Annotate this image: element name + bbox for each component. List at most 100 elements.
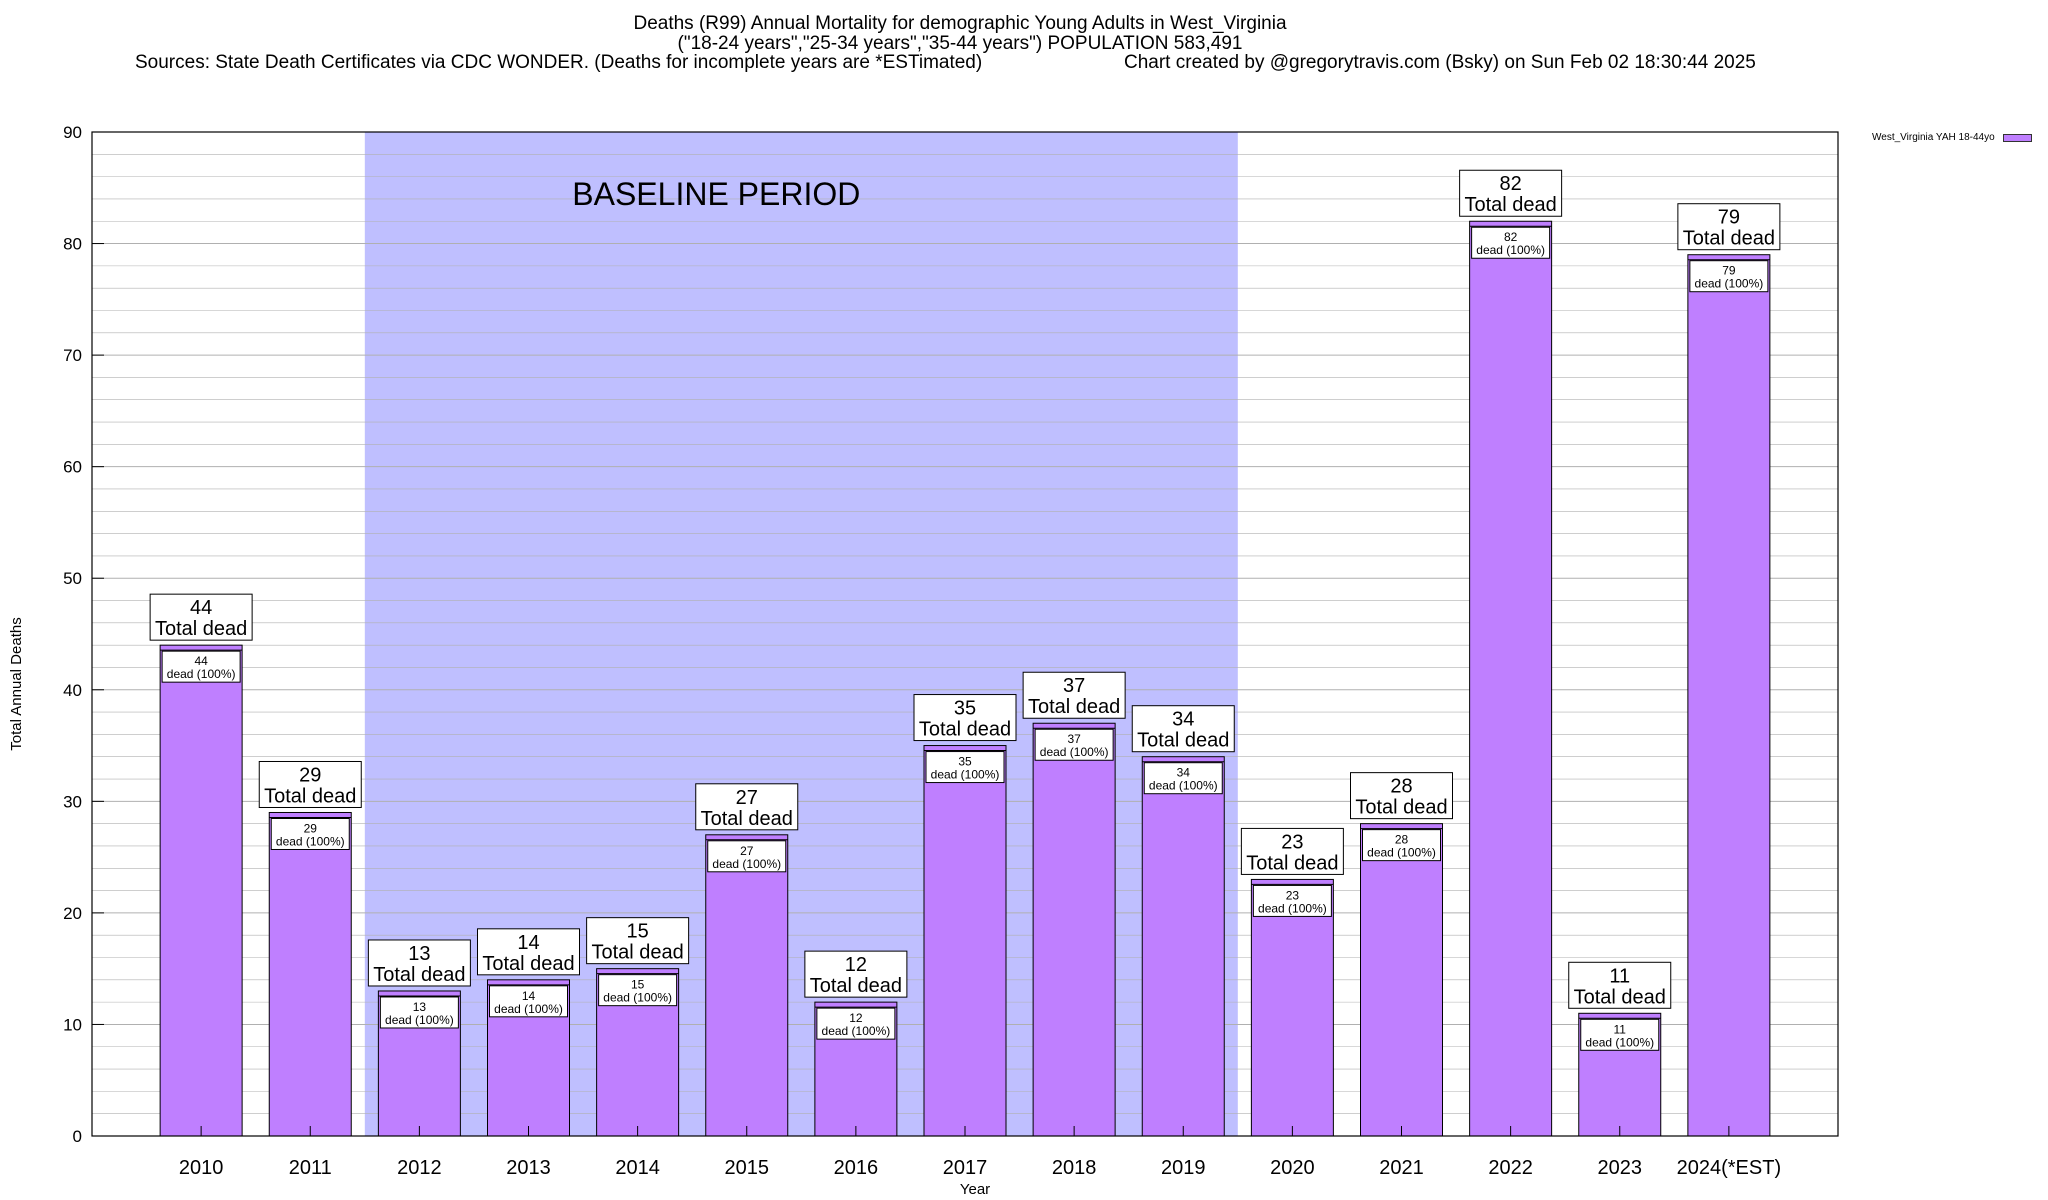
total-dead-label: Total dead xyxy=(810,975,902,997)
x-tick-label: 2012 xyxy=(397,1157,442,1179)
bar xyxy=(923,745,1007,1137)
chart-title-line-2: ("18-24 years","25-34 years","35-44 year… xyxy=(677,33,1243,54)
total-label-box xyxy=(1568,961,1672,1009)
total-value-label: 13 xyxy=(408,943,430,965)
inner-percent-label: dead (100%) xyxy=(931,768,1000,782)
inner-label-box xyxy=(489,985,568,1018)
total-dead-label: Total dead xyxy=(591,942,683,964)
inner-value-label: 79 xyxy=(1722,264,1736,278)
baseline-period-label: BASELINE PERIOD xyxy=(572,176,860,212)
x-tick-label: 2024(*EST) xyxy=(1677,1157,1782,1179)
total-label-box xyxy=(695,783,799,831)
bar xyxy=(159,644,243,1137)
inner-value-label: 29 xyxy=(304,821,318,835)
y-tick-label: 90 xyxy=(63,123,82,142)
inner-value-label: 44 xyxy=(194,654,208,668)
total-label-box xyxy=(149,593,253,641)
inner-percent-label: dead (100%) xyxy=(385,1013,454,1027)
total-label-box xyxy=(1677,203,1781,251)
inner-label-box xyxy=(161,650,241,683)
inner-percent-label: dead (100%) xyxy=(276,834,345,848)
x-tick-label: 2017 xyxy=(943,1157,988,1179)
inner-percent-label: dead (100%) xyxy=(1695,277,1764,291)
inner-percent-label: dead (100%) xyxy=(1149,779,1218,793)
inner-value-label: 12 xyxy=(849,1011,863,1025)
inner-label-box xyxy=(270,817,350,850)
chart-credit-note: Chart created by @gregorytravis.com (Bsk… xyxy=(1124,52,1756,73)
bar xyxy=(1360,823,1443,1137)
x-tick-label: 2014 xyxy=(615,1157,660,1179)
inner-label-box xyxy=(379,996,459,1029)
total-value-label: 23 xyxy=(1281,831,1303,853)
total-label-box xyxy=(477,928,580,976)
chart-title-line-1: Deaths (R99) Annual Mortality for demogr… xyxy=(633,13,1287,34)
inner-percent-label: dead (100%) xyxy=(1258,901,1327,915)
total-value-label: 28 xyxy=(1390,776,1412,798)
x-tick-label: 2023 xyxy=(1598,1157,1643,1179)
bar xyxy=(1250,878,1334,1137)
x-tick-label: 2013 xyxy=(506,1157,551,1179)
inner-value-label: 23 xyxy=(1286,888,1300,902)
bar xyxy=(1141,756,1225,1137)
inner-label-box xyxy=(707,840,787,873)
y-tick-label: 50 xyxy=(63,569,82,588)
total-dead-label: Total dead xyxy=(155,618,247,640)
x-tick-label: 2011 xyxy=(289,1157,332,1179)
inner-percent-label: dead (100%) xyxy=(712,857,781,871)
total-label-box xyxy=(367,939,471,987)
inner-label-box xyxy=(598,974,678,1007)
x-axis-title: Year xyxy=(960,1181,990,1198)
total-value-label: 37 xyxy=(1063,675,1085,697)
inner-label-box xyxy=(1252,884,1332,917)
total-dead-label: Total dead xyxy=(264,785,356,807)
bar xyxy=(1687,254,1771,1137)
total-value-label: 11 xyxy=(1609,965,1630,987)
inner-value-label: 13 xyxy=(413,1000,427,1014)
total-dead-label: Total dead xyxy=(1028,696,1120,718)
inner-value-label: 35 xyxy=(958,755,972,769)
inner-percent-label: dead (100%) xyxy=(822,1024,891,1038)
y-tick-label: 10 xyxy=(63,1015,82,1034)
inner-value-label: 82 xyxy=(1504,230,1518,244)
y-tick-label: 20 xyxy=(63,904,82,923)
inner-value-label: 28 xyxy=(1395,833,1409,847)
inner-value-label: 11 xyxy=(1614,1022,1627,1036)
bar xyxy=(268,811,352,1137)
x-tick-label: 2010 xyxy=(179,1157,224,1179)
x-tick-label: 2018 xyxy=(1052,1157,1097,1179)
y-axis-title: Total Annual Deaths xyxy=(8,617,25,750)
inner-label-box xyxy=(1362,829,1441,862)
total-dead-label: Total dead xyxy=(701,808,793,830)
y-tick-label: 80 xyxy=(63,235,82,254)
inner-label-box xyxy=(1034,728,1114,761)
total-label-box xyxy=(1022,671,1126,719)
inner-percent-label: dead (100%) xyxy=(1585,1035,1654,1049)
bar xyxy=(1032,722,1116,1137)
legend: West_Virginia YAH 18-44yo xyxy=(1872,132,2032,144)
total-dead-label: Total dead xyxy=(1574,986,1666,1008)
bar xyxy=(705,834,789,1137)
total-value-label: 44 xyxy=(190,597,212,619)
inner-value-label: 27 xyxy=(740,844,754,858)
total-label-box xyxy=(1240,827,1344,875)
total-dead-label: Total dead xyxy=(1355,797,1447,819)
total-label-box xyxy=(258,760,362,808)
y-tick-label: 30 xyxy=(63,792,82,811)
total-label-box xyxy=(1350,772,1453,820)
total-dead-label: Total dead xyxy=(1464,194,1556,216)
inner-value-label: 34 xyxy=(1177,766,1191,780)
total-value-label: 14 xyxy=(517,932,539,954)
total-dead-label: Total dead xyxy=(1683,228,1775,250)
x-tick-label: 2021 xyxy=(1379,1157,1424,1179)
x-tick-label: 2015 xyxy=(725,1157,770,1179)
y-tick-label: 0 xyxy=(73,1127,82,1146)
total-dead-label: Total dead xyxy=(1137,730,1229,752)
inner-label-box xyxy=(1689,260,1769,293)
inner-percent-label: dead (100%) xyxy=(494,1002,563,1016)
total-value-label: 82 xyxy=(1500,173,1522,195)
bar xyxy=(1469,220,1553,1137)
legend-label: West_Virginia YAH 18-44yo xyxy=(1872,132,1995,143)
inner-label-box xyxy=(1471,226,1551,259)
total-label-box xyxy=(586,917,690,965)
